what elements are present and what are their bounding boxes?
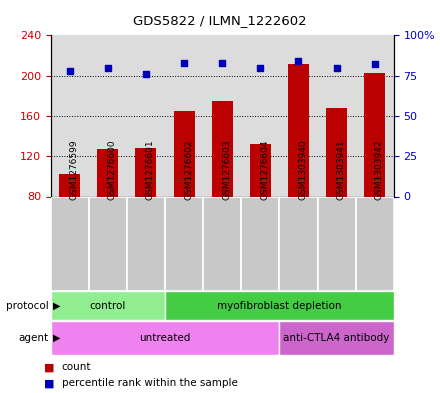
Bar [318, 196, 356, 291]
Point [219, 60, 226, 66]
Bar [136, 148, 157, 196]
Text: GSM1276602: GSM1276602 [184, 140, 193, 200]
Bar [241, 196, 279, 291]
Text: GSM1303942: GSM1303942 [375, 140, 384, 200]
Text: GSM1276599: GSM1276599 [70, 140, 79, 200]
Point [104, 64, 111, 71]
Bar [250, 144, 271, 196]
Text: GSM1303941: GSM1303941 [337, 140, 345, 200]
Text: ▶: ▶ [53, 333, 60, 343]
Text: GDS5822 / ILMN_1222602: GDS5822 / ILMN_1222602 [133, 14, 307, 27]
Bar [288, 64, 309, 196]
Text: myofibroblast depletion: myofibroblast depletion [217, 301, 341, 310]
Text: ▶: ▶ [53, 301, 60, 310]
Text: percentile rank within the sample: percentile rank within the sample [62, 378, 238, 388]
Bar [279, 321, 394, 355]
Text: agent: agent [18, 333, 48, 343]
Point [295, 58, 302, 64]
Text: GSM1276604: GSM1276604 [260, 140, 269, 200]
Point [66, 68, 73, 74]
Bar [127, 196, 165, 291]
Bar [89, 196, 127, 291]
Text: protocol: protocol [6, 301, 48, 310]
Bar [51, 321, 279, 355]
Text: anti-CTLA4 antibody: anti-CTLA4 antibody [283, 333, 390, 343]
Text: untreated: untreated [139, 333, 191, 343]
Text: control: control [90, 301, 126, 310]
Point [143, 71, 150, 77]
Bar [59, 174, 80, 196]
Text: GSM1303940: GSM1303940 [298, 140, 308, 200]
Bar [174, 111, 194, 196]
Point [333, 64, 340, 71]
Text: ■: ■ [44, 362, 55, 373]
Bar [326, 108, 347, 196]
Bar [356, 196, 394, 291]
Bar [203, 196, 241, 291]
Bar [51, 196, 89, 291]
Text: ■: ■ [44, 378, 55, 388]
Bar [51, 292, 165, 320]
Bar [165, 196, 203, 291]
Text: GSM1276600: GSM1276600 [108, 140, 117, 200]
Bar [279, 196, 318, 291]
Bar [364, 73, 385, 196]
Text: GSM1276601: GSM1276601 [146, 140, 155, 200]
Point [257, 64, 264, 71]
Bar [212, 101, 233, 196]
Point [371, 61, 378, 68]
Bar [97, 149, 118, 196]
Point [180, 60, 187, 66]
Text: GSM1276603: GSM1276603 [222, 140, 231, 200]
Text: count: count [62, 362, 91, 373]
Bar [165, 292, 394, 320]
